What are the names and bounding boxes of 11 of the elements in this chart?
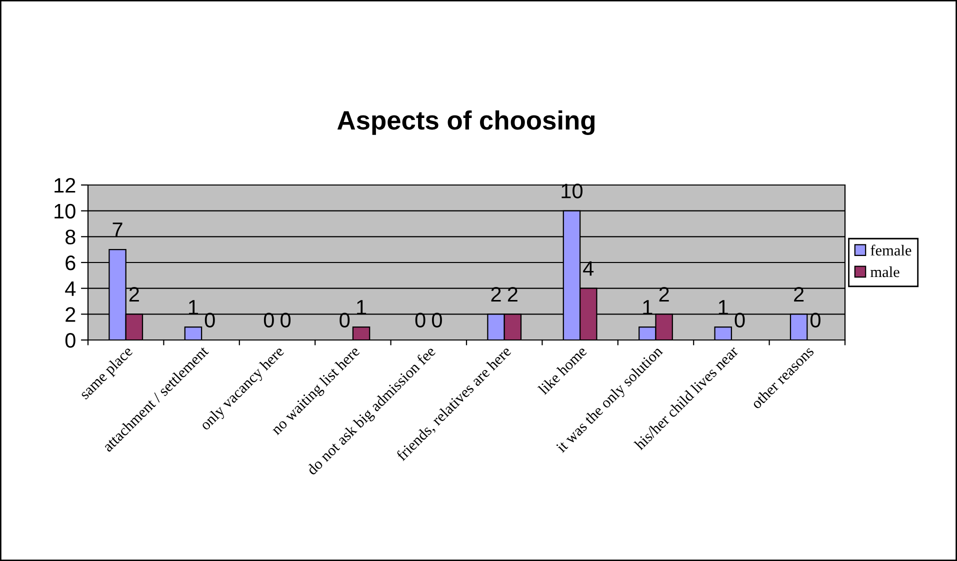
- y-tick-label: 10: [54, 204, 76, 219]
- chart-title: Aspects of choosing: [337, 110, 595, 136]
- legend-label: male: [870, 266, 900, 278]
- data-label: 7: [112, 222, 122, 237]
- y-tick-label: 6: [66, 256, 76, 270]
- y-tick-label: 8: [66, 230, 76, 244]
- y-tick-label: 12: [54, 178, 76, 193]
- y-tick-label: 2: [66, 307, 76, 322]
- legend-label: female: [870, 244, 912, 256]
- y-tick-label: 0: [65, 333, 76, 348]
- y-tick-label: 4: [65, 282, 76, 296]
